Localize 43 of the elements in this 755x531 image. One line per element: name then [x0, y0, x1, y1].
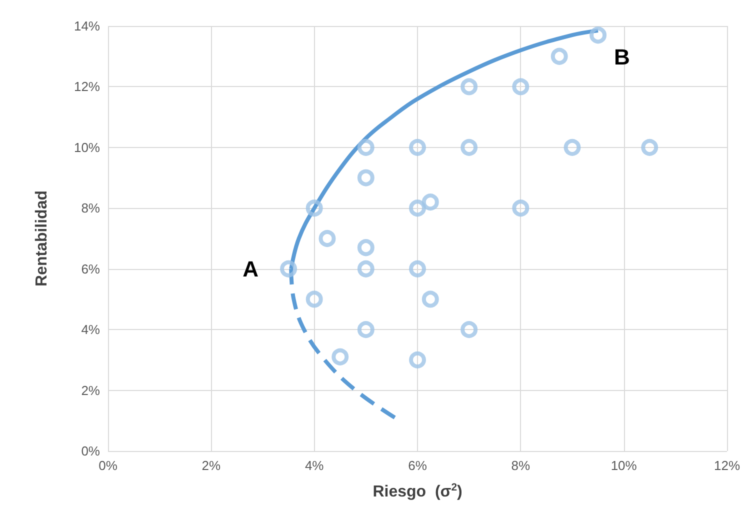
point: [306, 290, 323, 308]
x-tick-label: 6%: [408, 458, 428, 473]
y-tick-label: 6%: [81, 261, 100, 276]
point: [641, 138, 658, 156]
point: [422, 290, 439, 308]
y-tick-label: 8%: [81, 200, 100, 216]
point: [550, 48, 568, 65]
point: [460, 138, 478, 156]
point: [280, 260, 298, 278]
y-tick-label: 12%: [74, 79, 100, 94]
y-tick-label: 2%: [81, 382, 100, 398]
y-axis-title: Rentabilidad: [34, 190, 50, 287]
point: [306, 200, 323, 217]
y-tick-label: 10%: [74, 140, 100, 155]
x-tick-label: 4%: [304, 458, 324, 473]
x-tick-label: 2%: [202, 458, 221, 473]
y-tick-label: 0%: [81, 444, 100, 458]
point: [460, 78, 478, 96]
point: [318, 230, 336, 247]
annotation: B: [614, 44, 630, 70]
annotation: A: [242, 256, 259, 282]
point: [357, 239, 374, 256]
y-tick-label: 14%: [74, 18, 100, 34]
point: [357, 169, 374, 186]
y-tick-label: 4%: [81, 322, 100, 338]
point: [409, 260, 426, 278]
point: [512, 78, 530, 96]
point: [564, 138, 581, 156]
point: [460, 321, 478, 338]
point: [409, 200, 426, 217]
x-tick-label: 8%: [511, 458, 530, 473]
point: [409, 351, 426, 368]
point: [409, 138, 426, 156]
x-tick-label: 12%: [714, 458, 740, 473]
point: [422, 194, 439, 211]
point: [332, 348, 349, 366]
point: [590, 26, 607, 44]
point: [357, 138, 374, 156]
point: [357, 260, 374, 278]
point: [357, 321, 374, 338]
x-tick-label: 10%: [610, 458, 638, 473]
x-tick-label: 0%: [98, 458, 118, 473]
point: [512, 200, 530, 217]
